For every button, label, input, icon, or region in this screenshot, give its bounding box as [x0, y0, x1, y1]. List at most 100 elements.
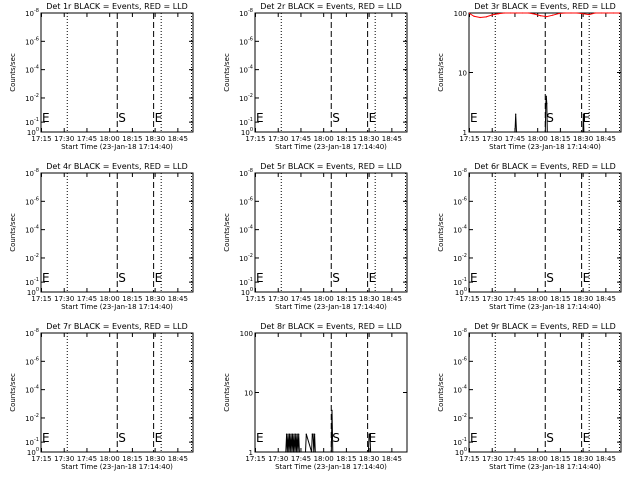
y-tick-label: 10-8 — [25, 328, 39, 338]
y-tick-base: 10 — [25, 279, 34, 287]
y-tick-label: 100 — [455, 447, 467, 457]
series-events-point — [291, 451, 293, 453]
x-tick-label: 18:15 — [550, 455, 570, 463]
x-tick-label: 17:15 — [31, 135, 51, 143]
x-tick-label: 18:15 — [122, 135, 142, 143]
series-events-point — [286, 451, 288, 453]
y-tick-base: 1 — [463, 129, 467, 137]
y-tick-base: 100 — [454, 10, 467, 18]
x-tick-label: 18:45 — [596, 295, 616, 303]
series-lld-line — [469, 12, 620, 19]
y-tick-exponent: -2 — [462, 413, 467, 419]
x-tick-label: 18:00 — [314, 295, 334, 303]
y-tick-label: 10-4 — [239, 225, 253, 235]
x-tick-label: 18:00 — [314, 135, 334, 143]
panel-title: Det 5r BLACK = Events, RED = LLD — [260, 162, 402, 171]
series-lld-point — [485, 16, 487, 18]
x-tick-label: 18:30 — [145, 455, 165, 463]
y-tick-exponent: -2 — [34, 413, 39, 419]
panel-title: Det 9r BLACK = Events, RED = LLD — [474, 322, 616, 331]
y-tick-label: 10-2 — [239, 93, 253, 103]
y-tick-exponent: -4 — [34, 225, 39, 231]
y-tick-exponent: -4 — [462, 225, 467, 231]
y-tick-exponent: -1 — [248, 277, 253, 283]
x-tick-label: 18:30 — [359, 455, 379, 463]
begin-marker: E — [256, 431, 264, 445]
series-lld-point — [534, 13, 536, 15]
series-events-point — [290, 433, 292, 435]
x-tick-label: 18:45 — [596, 135, 616, 143]
y-tick-label: 10-1 — [25, 117, 39, 127]
y-tick-base: 10 — [25, 198, 34, 206]
y-tick-exponent: -4 — [34, 65, 39, 71]
y-tick-base: 10 — [455, 289, 464, 297]
y-tick-exponent: -2 — [34, 253, 39, 259]
panel-det-1: Det 1r BLACK = Events, RED = LLD10-810-6… — [9, 2, 194, 151]
y-tick-base: 10 — [25, 67, 34, 75]
x-tick-label: 17:30 — [268, 295, 288, 303]
y-tick-label: 10-4 — [25, 385, 39, 395]
y-axis-label: Counts/sec — [9, 213, 17, 252]
y-tick-exponent: -1 — [34, 437, 39, 443]
series-lld-point — [491, 14, 493, 16]
series-events-point — [288, 451, 290, 453]
begin-marker: E — [42, 111, 50, 125]
series-events-point — [313, 433, 316, 435]
y-axis-label: Counts/sec — [437, 53, 445, 92]
y-tick-exponent: -4 — [248, 225, 253, 231]
series-events-line — [285, 410, 372, 453]
begin-marker: E — [470, 111, 478, 125]
panel-det-5: Det 5r BLACK = Events, RED = LLD10-810-6… — [223, 162, 408, 311]
y-tick-exponent: -8 — [34, 168, 39, 174]
begin-marker: E — [42, 431, 50, 445]
series-lld-point — [540, 15, 542, 17]
x-tick-label: 17:45 — [291, 455, 311, 463]
y-tick-base: 10 — [25, 415, 34, 423]
series-events-point — [285, 433, 288, 435]
x-tick-label: 18:30 — [359, 295, 379, 303]
x-tick-label: 17:15 — [459, 295, 479, 303]
x-tick-label: 18:15 — [122, 295, 142, 303]
y-tick-label: 10 — [244, 390, 253, 398]
series-lld-point — [473, 15, 475, 17]
y-tick-exponent: -6 — [462, 196, 467, 202]
y-tick-label: 10-4 — [453, 385, 467, 395]
y-tick-exponent: 0 — [36, 447, 39, 453]
y-tick-exponent: -8 — [462, 328, 467, 334]
y-axis-label: Counts/sec — [437, 213, 445, 252]
series-lld-point — [509, 12, 512, 14]
series-events-point — [545, 103, 547, 105]
y-tick-base: 10 — [241, 129, 250, 137]
begin-marker: E — [42, 271, 50, 285]
panel-det-9: Det 9r BLACK = Events, RED = LLD10-810-6… — [437, 322, 622, 471]
series-events-point — [582, 131, 584, 133]
x-axis-label: Start Time (23-Jan-18 17:14:40) — [61, 143, 173, 151]
series-lld-point — [618, 12, 621, 14]
series-events-point — [545, 95, 547, 97]
y-tick-base: 10 — [244, 390, 253, 398]
y-tick-label: 10-8 — [239, 168, 253, 178]
y-tick-base: 10 — [25, 119, 34, 127]
y-tick-label: 100 — [241, 127, 253, 137]
y-tick-exponent: -8 — [248, 8, 253, 14]
y-tick-exponent: 0 — [250, 127, 253, 133]
y-tick-exponent: 0 — [250, 287, 253, 293]
y-tick-label: 10-8 — [453, 328, 467, 338]
y-tick-label: 10-4 — [453, 225, 467, 235]
start-marker: S — [332, 431, 340, 445]
y-tick-base: 10 — [453, 330, 462, 338]
y-tick-exponent: 0 — [464, 287, 467, 293]
x-tick-label: 17:30 — [482, 295, 502, 303]
y-tick-base: 10 — [453, 387, 462, 395]
x-tick-label: 18:45 — [168, 295, 188, 303]
series-lld-point — [606, 12, 608, 14]
y-tick-exponent: -4 — [462, 385, 467, 391]
x-tick-label: 17:30 — [482, 135, 502, 143]
x-tick-label: 18:15 — [336, 455, 356, 463]
y-tick-base: 10 — [27, 449, 36, 457]
x-tick-label: 17:15 — [245, 295, 265, 303]
series-lld-point — [515, 12, 518, 14]
panel-det-4: Det 4r BLACK = Events, RED = LLD10-810-6… — [9, 162, 194, 311]
y-tick-base: 10 — [453, 227, 462, 235]
series-events-point — [304, 451, 307, 453]
